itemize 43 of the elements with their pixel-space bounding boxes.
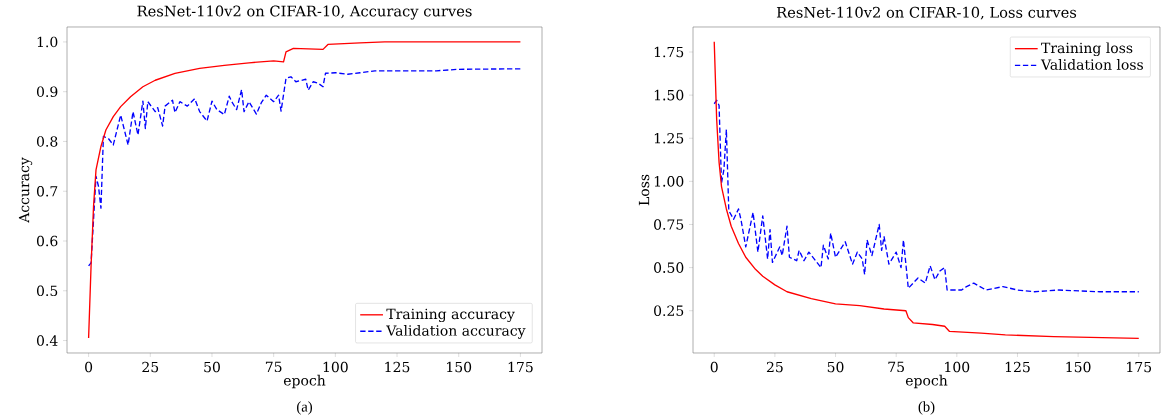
- y-tick-label: 0.8: [36, 136, 58, 147]
- y-axis-title: Accuracy: [18, 157, 33, 223]
- x-tick-label: 100: [945, 361, 970, 373]
- text: (b): [918, 401, 935, 415]
- x-axis-title: epoch: [283, 374, 326, 389]
- chart-title: ResNet-110v2 on CIFAR-10, Accuracy curves: [137, 5, 472, 20]
- y-tick-label: 0.75: [654, 219, 684, 230]
- y-tick-label: 0.7: [36, 185, 58, 197]
- y-axis-title: Loss: [638, 174, 650, 206]
- legend-label: Validation loss: [1040, 59, 1143, 70]
- y-tick-label: 0.50: [654, 262, 684, 273]
- y-tick-label: 1.75: [654, 46, 684, 58]
- x-tick-label: 0: [85, 361, 93, 373]
- x-tick-label: 25: [766, 361, 783, 373]
- x-tick-label: 25: [142, 361, 159, 373]
- y-tick-label: 1.0: [37, 36, 58, 48]
- x-tick-label: 125: [385, 361, 410, 373]
- legend-label: Training loss: [1041, 42, 1133, 57]
- x-tick-label: 100: [323, 361, 348, 373]
- x-tick-label: 125: [1005, 361, 1030, 373]
- legend-label: Validation accuracy: [386, 324, 526, 339]
- chart-title: ResNet-110v2 on CIFAR-10, Loss curves: [776, 6, 1077, 20]
- y-tick-label: 1.50: [654, 89, 684, 101]
- y-tick-label: 1.00: [654, 176, 684, 187]
- x-axis-title: epoch: [905, 374, 948, 389]
- x-tick-label: 150: [1066, 361, 1091, 373]
- y-tick-label: 0.5: [36, 285, 58, 297]
- legend-label: Training accuracy: [386, 308, 515, 323]
- x-tick-label: 175: [1127, 361, 1152, 373]
- y-tick-label: 1.25: [654, 132, 684, 144]
- x-tick-label: 50: [204, 361, 220, 373]
- y-tick-label: 0.4: [36, 335, 58, 346]
- text: (a): [297, 401, 313, 415]
- y-tick-label: 0.6: [36, 235, 58, 247]
- line-series: [713, 99, 1140, 293]
- x-tick-label: 50: [827, 361, 844, 373]
- x-tick-label: 0: [710, 361, 718, 373]
- x-tick-label: 175: [508, 361, 533, 373]
- x-tick-label: 150: [447, 361, 472, 373]
- x-tick-label: 75: [888, 361, 904, 373]
- y-tick-label: 0.25: [654, 305, 684, 317]
- y-tick-label: 0.9: [36, 86, 58, 97]
- x-tick-label: 75: [265, 361, 282, 373]
